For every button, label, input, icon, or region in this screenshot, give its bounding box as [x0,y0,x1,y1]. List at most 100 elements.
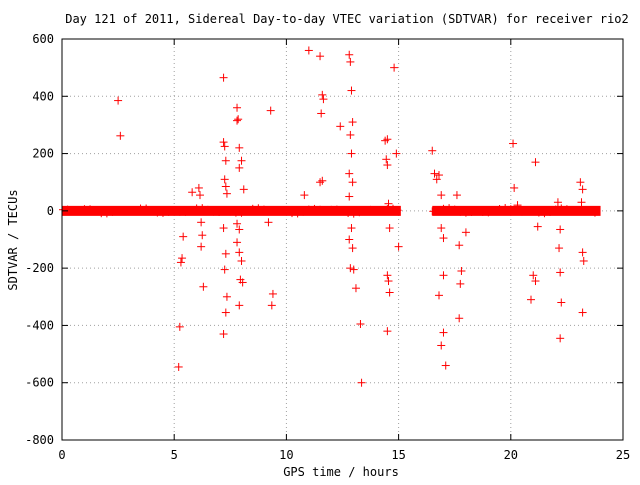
data-point [222,189,231,198]
data-point [577,198,586,207]
data-point [349,265,358,274]
data-point [439,234,448,243]
data-point [348,118,357,127]
data-point [300,191,309,200]
data-point [266,106,275,115]
data-point [452,191,461,200]
data-point [434,171,443,180]
data-point [382,155,391,164]
data-point [197,242,206,251]
data-point [219,330,228,339]
y-tick-label: 600 [32,32,54,46]
grid [62,39,623,440]
data-point [557,298,566,307]
data-point [194,183,203,192]
x-tick-label: 0 [58,448,65,462]
data-point [356,319,365,328]
data-point [384,277,393,286]
data-point [234,115,243,124]
data-point [430,169,439,178]
y-tick-label: 200 [32,147,54,161]
data-point [219,73,228,82]
data-point [233,116,242,125]
data-point [348,178,357,187]
data-point [578,308,587,317]
data-point [197,218,206,227]
data-point [233,238,242,247]
data-point [390,63,399,72]
data-point [578,248,587,257]
data-point [116,131,125,140]
data-point [222,292,231,301]
data-point [434,291,443,300]
data-point [385,224,394,233]
data-point [553,198,562,207]
data-point [510,183,519,192]
y-tick-label: -400 [25,318,54,332]
data-point [439,328,448,337]
data-point [176,258,185,267]
data-point [346,264,355,273]
data-point [175,322,184,331]
data-point [196,191,205,200]
data-point [318,176,327,185]
data-point [268,289,277,298]
y-tick-label: 0 [47,204,54,218]
data-point [179,232,188,241]
data-point [456,279,465,288]
data-point [394,242,403,251]
data-point [441,361,450,370]
data-point [437,224,446,233]
plot-frame [61,38,624,441]
data-point [346,57,355,66]
data-point [178,254,187,263]
data-point [348,244,357,253]
data-point [529,271,538,280]
data-point [428,146,437,155]
chart-title: Day 121 of 2011, Sidereal Day-to-day VTE… [65,12,629,26]
data-point [383,135,392,144]
data-point [531,158,540,167]
data-point [347,224,356,233]
data-point [235,301,244,310]
data-point [219,224,228,233]
data-point [235,163,244,172]
data-point [392,149,401,158]
data-point [576,178,585,187]
axis-ticks [61,38,624,441]
data-point [336,122,345,131]
data-point [316,178,325,187]
data-point [509,139,518,148]
data-point [347,149,356,158]
data-point [381,136,390,145]
data-point [439,271,448,280]
data-point [455,314,464,323]
data-point [579,256,588,265]
data-point [219,138,228,147]
data-point [383,161,392,170]
data-band [59,204,601,218]
x-tick-label: 5 [171,448,178,462]
data-point [437,191,446,200]
data-point [304,46,313,55]
data-point [221,156,230,165]
y-tick-label: 400 [32,89,54,103]
data-point [345,50,354,59]
data-point [533,222,542,231]
data-point [347,86,356,95]
data-point [437,341,446,350]
data-point [318,90,327,99]
data-point [513,201,522,210]
data-point [384,199,393,208]
data-point [556,268,565,277]
data-point [221,249,230,258]
y-tick-labels: -800 -600 -400 -200 0 200 400 600 [25,32,54,447]
data-points [114,46,588,387]
data-point [457,267,466,276]
data-point [237,156,246,165]
data-point [383,271,392,280]
data-point [385,288,394,297]
data-point [221,182,230,191]
